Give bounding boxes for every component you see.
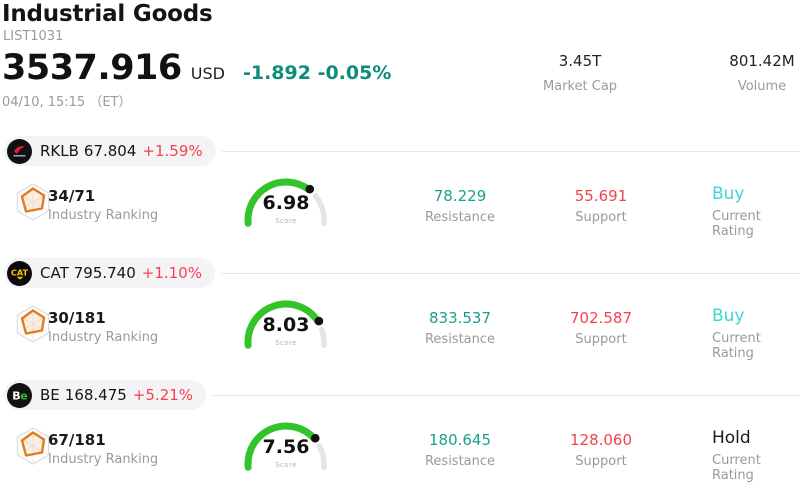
ranking-label: Industry Ranking [48,452,159,467]
support-column: 55.691 Support [543,187,659,225]
page-title: Industrial Goods [2,1,213,27]
rating-column: Buy Current Rating [712,306,800,361]
divider-line [212,394,800,396]
resistance-column: 833.537 Resistance [398,309,522,347]
score-value: 6.98 [262,192,310,214]
support-value: 702.587 [569,309,633,327]
divider-line [221,150,800,152]
score-gauge: 7.56 Score [240,418,332,488]
score-value: 7.56 [262,436,310,458]
rating-label: Current Rating [712,331,761,361]
stock-change: +1.10% [141,264,202,282]
volume-label: Volume [737,79,787,94]
ranking-value: 67/181 [48,431,106,449]
svg-text:CAT: CAT [11,267,29,277]
industry-ranking: 67/181 Industry Ranking [48,431,158,467]
caterpillar-logo: CAT [7,260,32,286]
stock-section-cat: CAT CAT 795.740 +1.10% 30/181 Industry R… [0,258,800,380]
ranking-value: 34/71 [48,187,96,205]
rating-column: Buy Current Rating [712,184,800,239]
stock-header-row: CAT CAT 795.740 +1.10% [4,258,800,288]
volume-value: 801.42M [729,52,795,70]
index-change: -1.892 -0.05% [242,62,392,84]
rating-label: Current Rating [712,453,761,483]
svg-text:e: e [20,389,27,402]
support-column: 128.060 Support [543,431,659,469]
support-value: 55.691 [574,187,628,205]
score-label: Score [275,461,297,469]
industry-ranking: 30/181 Industry Ranking [48,309,158,345]
ranking-label: Industry Ranking [48,330,159,345]
industry-ranking-icon [13,304,53,344]
stock-ticker: BE [40,386,60,404]
resistance-column: 180.645 Resistance [398,431,522,469]
rating-value: Buy [712,184,745,204]
quote-timestamp: 04/10, 15:15 （ET） [2,95,132,110]
divider-line [221,272,800,274]
market-cap-stat: 3.45T Market Cap [520,52,640,94]
resistance-label: Resistance [424,454,496,469]
resistance-value: 833.537 [428,309,492,327]
support-column: 702.587 Support [543,309,659,347]
stock-section-rklb: RKLB 67.804 +1.59% 34/71 Industry Rankin… [0,136,800,258]
stock-price: 168.475 [64,386,127,404]
ranking-label: Industry Ranking [48,208,159,223]
market-cap-label: Market Cap [542,79,618,94]
stock-pill[interactable]: RKLB 67.804 +1.59% [4,136,216,166]
rating-value: Buy [712,306,745,326]
stock-change: +5.21% [132,386,194,404]
resistance-column: 78.229 Resistance [398,187,522,225]
support-label: Support [575,454,627,469]
price-row: 3537.916 USD -1.892 -0.05% [2,48,391,88]
stock-header-row: RKLB 67.804 +1.59% [4,136,800,166]
rating-label: Current Rating [712,209,761,239]
score-gauge: 6.98 Score [240,174,332,244]
gauge-arc [244,422,327,471]
list-id: LIST1031 [3,29,64,44]
rating-value: Hold [712,428,751,448]
svg-text:B: B [12,389,20,402]
stock-pill[interactable]: CAT CAT 795.740 +1.10% [4,258,215,288]
industry-ranking-icon [13,182,53,222]
score-value: 8.03 [262,314,310,336]
support-label: Support [575,210,627,225]
industry-ranking: 34/71 Industry Ranking [48,187,158,223]
score-label: Score [275,217,297,225]
gauge-arc [244,178,327,227]
resistance-label: Resistance [424,332,496,347]
resistance-value: 78.229 [433,187,487,205]
resistance-value: 180.645 [428,431,492,449]
stock-price: 67.804 [83,142,137,160]
support-value: 128.060 [569,431,633,449]
industry-ranking-icon [13,426,53,466]
rating-column: Hold Current Rating [712,428,800,483]
stock-price: 795.740 [73,264,136,282]
stock-ticker: RKLB [40,142,79,160]
resistance-label: Resistance [424,210,496,225]
currency-label: USD [190,64,225,83]
stock-change: +1.59% [142,142,203,160]
ranking-value: 30/181 [48,309,106,327]
gauge-arc [244,300,327,349]
score-label: Score [275,339,297,347]
stock-ticker: CAT [40,264,69,282]
rocketlab-logo [7,138,32,164]
market-cap-value: 3.45T [558,52,602,70]
support-label: Support [575,332,627,347]
score-gauge: 8.03 Score [240,296,332,366]
volume-stat: 801.42M Volume [706,52,800,94]
index-price: 3537.916 [2,48,182,88]
